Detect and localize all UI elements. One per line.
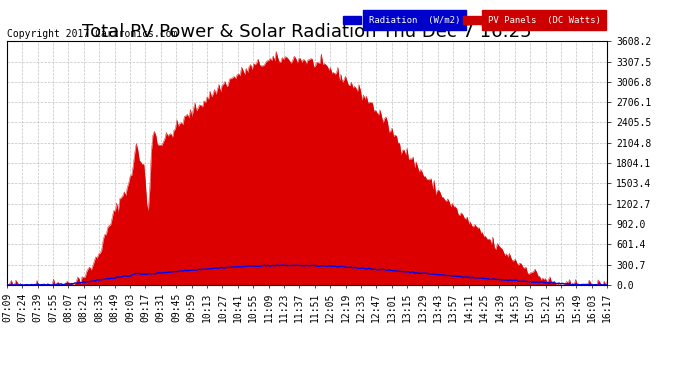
Title: Total PV Power & Solar Radiation Thu Dec 7 16:25: Total PV Power & Solar Radiation Thu Dec…: [82, 23, 532, 41]
Text: Copyright 2017 Cartronics.com: Copyright 2017 Cartronics.com: [7, 29, 177, 39]
Legend: Radiation  (W/m2), PV Panels  (DC Watts): Radiation (W/m2), PV Panels (DC Watts): [342, 14, 602, 27]
